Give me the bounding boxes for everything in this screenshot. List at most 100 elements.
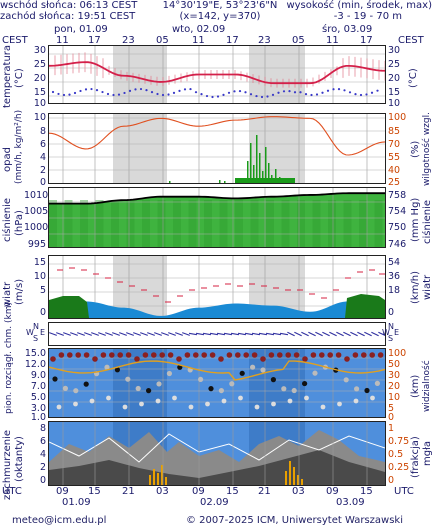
wind-direction-arrow: [279, 332, 289, 336]
cloud-dot-fog: [320, 404, 326, 410]
visibility-tick-right: 100: [388, 348, 407, 359]
cloud-dot-high: [75, 352, 81, 358]
dew-point-dot: [183, 88, 187, 91]
dew-point-dot: [200, 93, 203, 96]
compass-w: W: [26, 328, 34, 337]
wind-direction-arrow: [49, 332, 57, 336]
wind-label-right: wiatr: [422, 274, 433, 300]
visibility-tick-right: 0: [388, 412, 395, 423]
pressure-stripe: [374, 200, 383, 247]
pressure-stripe: [297, 200, 305, 247]
wind-direction-arrow: [98, 332, 106, 336]
contact-email[interactable]: meteo@icm.edu.pl: [12, 515, 107, 526]
date-label-2: 02.09: [200, 497, 229, 508]
rain-bar: [224, 181, 226, 183]
cloud-dot-fog: [155, 398, 161, 404]
cloud-dot-low: [312, 370, 318, 376]
cloud-dot-high: [67, 352, 73, 358]
pressure-stripe: [95, 200, 104, 247]
pressure-panel: [48, 187, 386, 248]
humidity-tick-right: 55: [388, 152, 401, 163]
pressure-unit-right: (mm Hg): [410, 197, 421, 242]
cloud-dot-high: [167, 352, 174, 358]
dew-point-dot: [106, 92, 110, 96]
wind-direction-arrow: [230, 332, 240, 336]
cloud-dot-fog: [106, 395, 111, 401]
dew-point-dot: [79, 89, 82, 93]
cloud-dot-high: [377, 352, 384, 358]
cloud-dot-high: [352, 352, 359, 358]
precip-label: opad: [2, 147, 13, 172]
dew-point-dot: [145, 89, 148, 92]
dew-point-dot: [73, 91, 77, 95]
precip-type-bar: [301, 479, 303, 485]
precip-type-bar: [165, 477, 167, 485]
bottom-hour-15: 15: [360, 486, 373, 497]
cloud-dot-high: [58, 352, 65, 358]
pressure-stripe: [173, 200, 181, 247]
dew-point-dot: [95, 89, 99, 92]
wind-unit-right: (km/h): [410, 270, 421, 304]
top-hour-05: 05: [292, 35, 305, 46]
wind-direction-arrow: [161, 332, 169, 336]
cloud-dot-high: [344, 356, 350, 362]
wind-direction-arrow: [237, 332, 247, 336]
wind-panel: [48, 255, 386, 319]
cloud-dot-fog: [139, 401, 144, 407]
pressure-stripe: [219, 200, 228, 247]
cloud-base-tick-left: 7.0: [30, 381, 46, 392]
fog-tick-right: 0.75: [388, 436, 410, 447]
wind-direction-arrow: [63, 332, 71, 336]
bottom-hour-15: 15: [88, 486, 101, 497]
humidity-tick-right: 100: [388, 112, 407, 123]
dew-point-dot: [299, 91, 302, 94]
cloud-dot-high: [176, 356, 182, 362]
humidity-tick-right: 25: [388, 177, 401, 188]
cloudiness-tick-left: 0: [39, 475, 46, 486]
cloudiness-tick-left: 2: [39, 462, 46, 473]
night-band-0: [113, 114, 167, 183]
wind-direction-arrow: [244, 332, 254, 336]
wind-tick-left: 5: [39, 285, 46, 296]
tz-left-top: CEST: [2, 35, 28, 46]
wind-direction-arrow: [147, 332, 155, 336]
wind-direction-arrow: [175, 332, 183, 336]
cloud-dot-low: [291, 387, 297, 394]
wind-direction-arrow: [56, 332, 64, 336]
day-label-3: śro, 03.09: [322, 24, 373, 35]
bottom-hour-09: 09: [192, 486, 205, 497]
wind-tick-right: 0: [388, 307, 395, 318]
humidity-line: [49, 116, 385, 156]
cloud-base-tick-left: 12.0: [24, 359, 46, 370]
wind-direction-arrow: [70, 332, 78, 336]
bottom-hour-21: 21: [122, 486, 135, 497]
wind-dark-area-2: [345, 294, 385, 318]
cloud-dot-high: [134, 356, 140, 362]
precip-type-bar: [153, 469, 155, 485]
dew-point-dot: [293, 91, 297, 94]
dew-point-dot: [348, 91, 352, 94]
dew-point-dot: [117, 93, 121, 96]
fog-tick-right: 0.5: [388, 449, 404, 460]
wind-direction-arrow: [126, 332, 134, 336]
sunrise-text: wschód słońca: 06:13 CEST: [0, 0, 138, 11]
humidity-tick-right: 40: [388, 165, 401, 176]
cloud-dot-high: [293, 352, 300, 358]
cloud-base-tick-left: 5.0: [30, 392, 46, 403]
rain-bar: [265, 147, 267, 183]
dew-point-dot: [222, 93, 225, 96]
top-hour-17: 17: [226, 35, 239, 46]
dew-point-dot: [227, 91, 231, 94]
dew-point-dot: [156, 92, 159, 96]
pressure-stripe: [204, 200, 212, 247]
cloud-dot-low: [250, 364, 256, 370]
dew-point-dot: [211, 95, 214, 99]
temp-tick-left: 10: [33, 98, 46, 109]
pressure-stripe: [343, 200, 352, 247]
rain-bar: [259, 153, 261, 183]
cloud-dot-fog: [221, 398, 227, 404]
cloud-dot-high: [117, 352, 123, 358]
dew-point-dot: [376, 89, 379, 92]
wind-direction-arrow: [84, 332, 92, 336]
dew-point-dot: [255, 94, 258, 98]
